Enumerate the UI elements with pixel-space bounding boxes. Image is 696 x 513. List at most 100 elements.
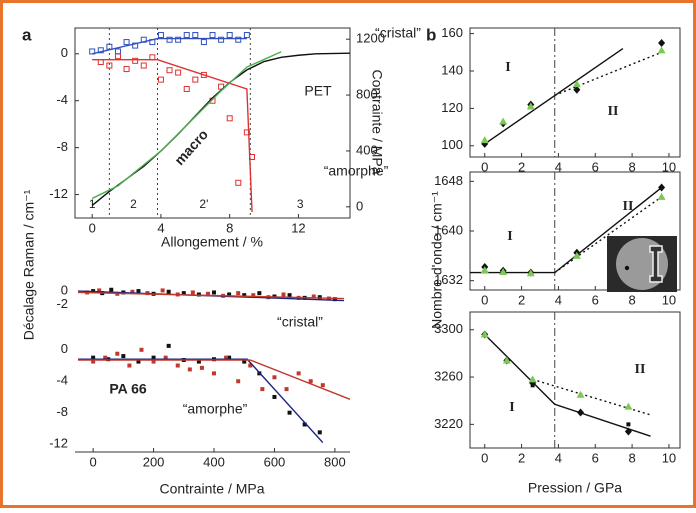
x-axis-label: Allongement / % — [161, 234, 263, 250]
point — [480, 266, 489, 274]
point — [624, 427, 632, 436]
point — [187, 367, 192, 372]
y2-tick-label: 0 — [356, 198, 363, 213]
point — [287, 410, 292, 415]
fit-line — [470, 186, 663, 274]
point — [236, 379, 241, 384]
y-tick-label: 1640 — [434, 222, 463, 237]
point — [166, 67, 173, 74]
y-tick-label: 160 — [441, 25, 463, 40]
point — [287, 293, 292, 298]
y-tick-label: 0 — [61, 341, 68, 356]
region-label: 1 — [89, 197, 96, 211]
region-label: 2 — [130, 197, 137, 211]
x-tick-label: 2 — [518, 450, 525, 465]
plot-frame — [469, 311, 681, 449]
y-axis-label: Décalage Raman / cm⁻¹ — [21, 189, 37, 340]
point — [227, 355, 232, 360]
x-tick-label: 8 — [628, 292, 635, 307]
fit-line — [78, 359, 351, 400]
point — [151, 355, 156, 360]
annotation: PET — [304, 83, 332, 99]
annotation: “amorphe” — [324, 163, 389, 179]
point — [91, 359, 96, 364]
point — [251, 293, 256, 298]
point — [123, 39, 130, 46]
point — [528, 375, 537, 383]
point — [308, 379, 313, 384]
point — [132, 57, 139, 64]
point — [181, 291, 186, 296]
point — [626, 422, 631, 427]
point — [212, 290, 217, 295]
y-tick-label: -4 — [56, 92, 68, 107]
point — [658, 183, 666, 192]
point — [577, 408, 585, 417]
y-tick-label: 3260 — [434, 368, 463, 383]
point — [166, 343, 171, 348]
x-tick-label: 800 — [324, 454, 346, 469]
point — [212, 371, 217, 376]
point — [115, 351, 120, 356]
inset-sample — [649, 245, 663, 283]
x-tick-label: 6 — [592, 159, 599, 174]
point — [163, 355, 168, 360]
fit-line — [484, 47, 624, 145]
point — [573, 85, 581, 94]
point — [136, 359, 141, 364]
point — [183, 32, 190, 39]
y-tick-label: -12 — [49, 436, 68, 451]
point — [157, 32, 164, 39]
point — [530, 383, 535, 388]
point — [260, 387, 265, 392]
y-axis-label: Nombre d'onde / cm⁻¹ — [429, 191, 445, 329]
y-tick-label: 3220 — [434, 416, 463, 431]
fit-line — [92, 58, 253, 213]
y-tick-label: 1632 — [434, 272, 463, 287]
y2-tick-label: 800 — [356, 86, 378, 101]
x-tick-label: 8 — [628, 450, 635, 465]
fit-line — [78, 358, 324, 444]
point — [196, 359, 201, 364]
x-tick-label: 10 — [662, 159, 676, 174]
x-tick-label: 4 — [555, 450, 562, 465]
region-label: 3 — [297, 197, 304, 211]
x-tick-label: 0 — [89, 220, 96, 235]
point — [157, 76, 164, 83]
x-tick-label: 4 — [157, 220, 164, 235]
point — [130, 289, 135, 294]
fit-line — [532, 378, 651, 416]
y-tick-label: 120 — [441, 100, 463, 115]
point — [311, 294, 316, 299]
point — [526, 102, 535, 110]
point — [109, 287, 114, 292]
point — [281, 292, 286, 297]
y-tick-label: -2 — [56, 296, 68, 311]
y-tick-label: -8 — [56, 404, 68, 419]
point — [196, 292, 201, 297]
point — [103, 355, 108, 360]
point — [572, 251, 581, 259]
point — [227, 292, 232, 297]
panel-label: b — [426, 25, 436, 44]
point — [199, 365, 204, 370]
point — [317, 295, 322, 300]
point — [576, 390, 585, 398]
annotation: “amorphe” — [183, 401, 248, 417]
y-tick-label: -12 — [49, 186, 68, 201]
point — [526, 269, 535, 277]
annotation: I — [509, 400, 514, 415]
x-tick-label: 2 — [518, 159, 525, 174]
y-tick-label: -4 — [56, 373, 68, 388]
point — [624, 402, 633, 410]
point — [284, 387, 289, 392]
fit-line — [91, 51, 282, 200]
point — [175, 36, 182, 43]
point — [657, 46, 666, 54]
x-tick-label: 0 — [481, 450, 488, 465]
x-axis-label: Pression / GPa — [528, 480, 622, 496]
point — [658, 38, 666, 47]
point — [140, 62, 147, 69]
